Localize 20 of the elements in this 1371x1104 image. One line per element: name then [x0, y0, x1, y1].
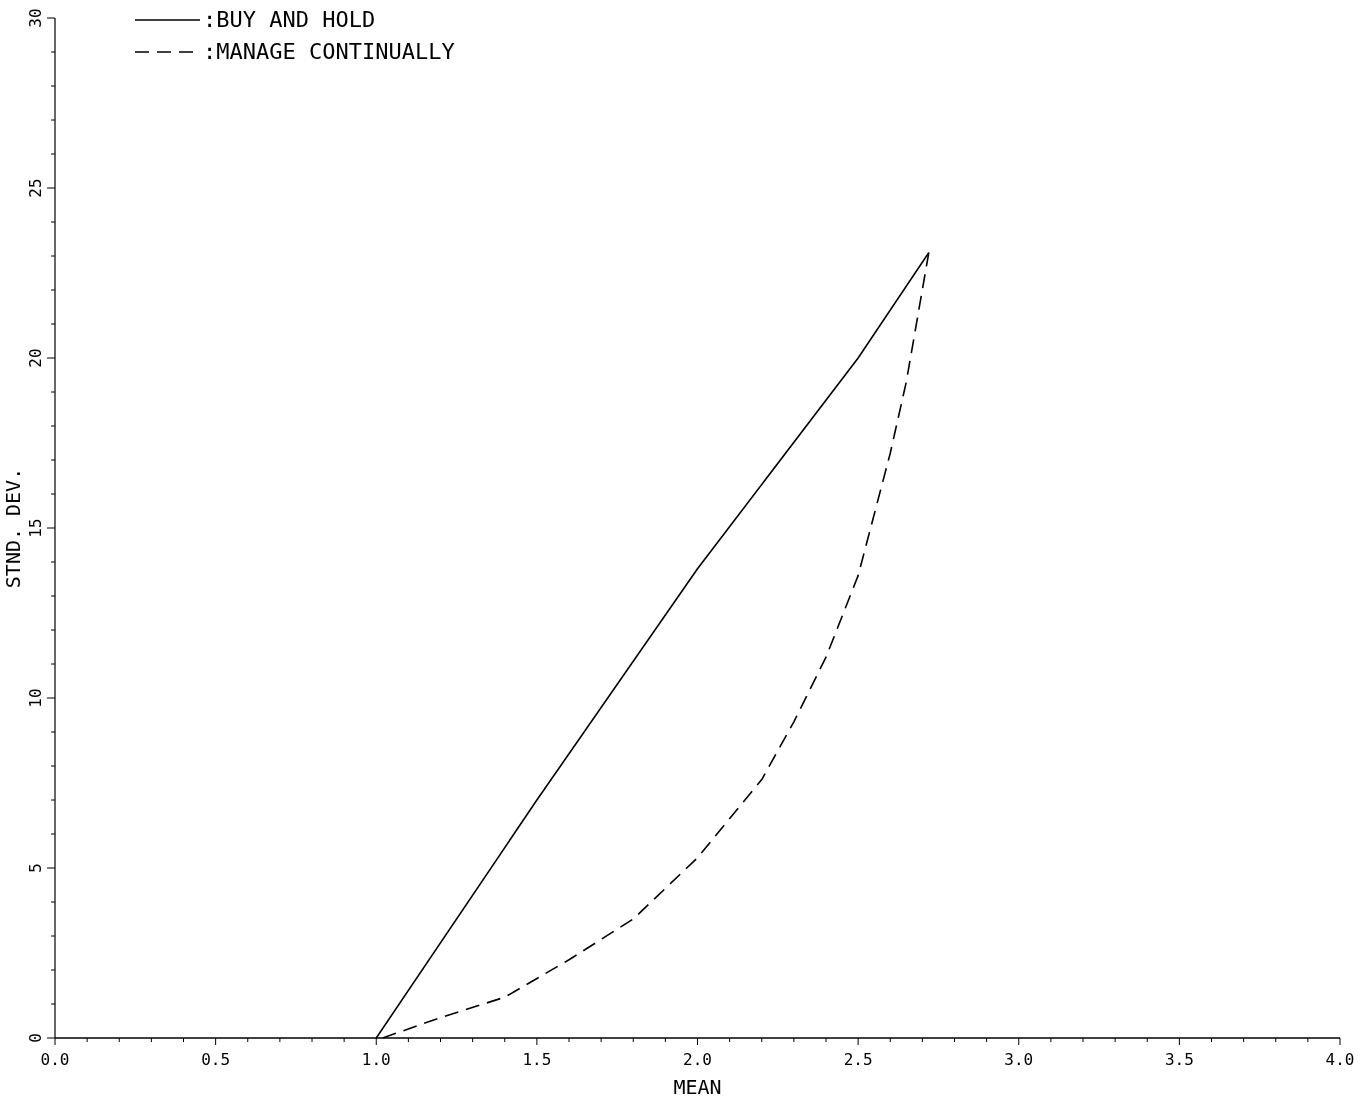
- y-tick-label: 5: [26, 863, 45, 873]
- x-tick-label: 1.5: [522, 1050, 552, 1069]
- y-axis-title: STND. DEV.: [1, 467, 25, 589]
- y-tick-label: 0: [26, 1033, 45, 1043]
- x-tick-label: 0.5: [201, 1050, 231, 1069]
- x-tick-label: 3.0: [1004, 1050, 1034, 1069]
- legend-label: :MANAGE CONTINUALLY: [203, 39, 455, 64]
- y-tick-label: 10: [26, 688, 45, 708]
- x-tick-label: 0.0: [40, 1050, 70, 1069]
- x-axis-title: MEAN: [673, 1075, 722, 1099]
- y-tick-label: 15: [26, 518, 45, 538]
- x-tick-label: 3.5: [1164, 1050, 1194, 1069]
- legend-label: :BUY AND HOLD: [203, 7, 376, 32]
- x-tick-label: 2.0: [683, 1050, 712, 1069]
- y-tick-label: 30: [26, 8, 45, 28]
- x-tick-label: 1.0: [361, 1050, 391, 1069]
- y-tick-label: 25: [26, 178, 45, 198]
- x-tick-label: 2.5: [843, 1050, 873, 1069]
- y-tick-label: 20: [26, 348, 45, 368]
- x-tick-label: 4.0: [1325, 1050, 1355, 1069]
